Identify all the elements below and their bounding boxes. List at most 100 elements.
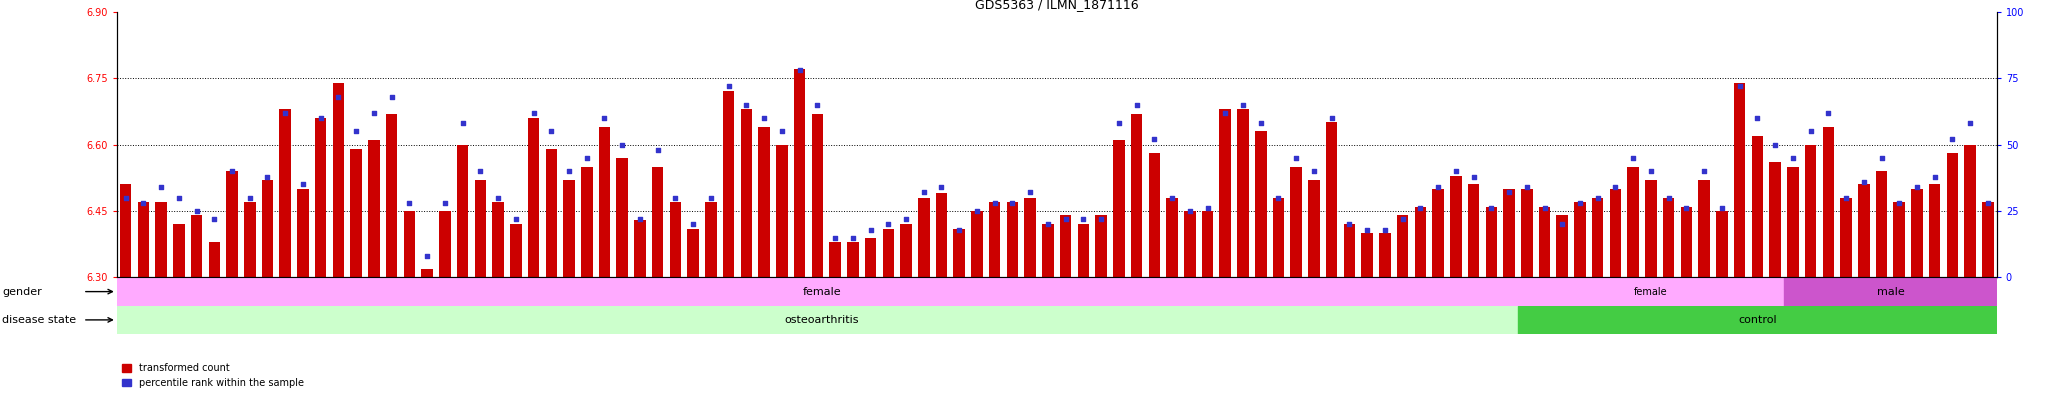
Bar [492, 202, 504, 277]
Bar [1397, 215, 1409, 277]
Bar [1769, 162, 1782, 277]
Bar [1876, 171, 1888, 277]
Point [1280, 155, 1313, 161]
Point [872, 221, 905, 228]
Point [1032, 221, 1065, 228]
Point [1245, 120, 1278, 127]
Point [481, 195, 514, 201]
Point [535, 128, 567, 134]
Point [1829, 195, 1862, 201]
Bar [829, 242, 842, 277]
Bar [563, 180, 575, 277]
Point [1120, 102, 1153, 108]
Bar [864, 238, 877, 277]
Bar [1485, 207, 1497, 277]
Point [995, 200, 1028, 206]
Point [854, 226, 887, 233]
Point [305, 115, 338, 121]
Point [1616, 155, 1649, 161]
Point [1972, 200, 2005, 206]
Point [1581, 195, 1614, 201]
Bar [510, 224, 522, 277]
Point [1599, 184, 1632, 190]
Point [942, 226, 975, 233]
Point [1368, 226, 1401, 233]
Point [1405, 205, 1438, 211]
Bar [901, 224, 911, 277]
Point [1653, 195, 1686, 201]
Bar [1008, 202, 1018, 277]
Point [907, 189, 940, 196]
Bar [936, 193, 948, 277]
Bar [1522, 189, 1532, 277]
Point [1102, 120, 1135, 127]
Bar [297, 189, 309, 277]
Point [1759, 141, 1792, 148]
Bar [1096, 215, 1106, 277]
Point [926, 184, 958, 190]
Legend: transformed count, percentile rank within the sample: transformed count, percentile rank withi… [121, 363, 303, 388]
Point [500, 216, 532, 222]
Bar [385, 114, 397, 277]
Bar [795, 69, 805, 277]
Bar [1716, 211, 1729, 277]
Bar [117, 306, 1518, 334]
Point [1227, 102, 1260, 108]
Bar [1628, 167, 1638, 277]
Bar [279, 109, 291, 277]
Bar [315, 118, 326, 277]
Bar [1024, 198, 1036, 277]
Point [801, 102, 834, 108]
Point [1208, 110, 1241, 116]
Point [1634, 168, 1667, 174]
Bar [1823, 127, 1835, 277]
Point [446, 120, 479, 127]
Bar [117, 277, 1518, 306]
Point [1919, 173, 1952, 180]
Text: male: male [1876, 286, 1905, 297]
Bar [156, 202, 166, 277]
Bar [705, 202, 717, 277]
Point [465, 168, 498, 174]
Point [1528, 205, 1561, 211]
Bar [545, 149, 557, 277]
Text: disease state: disease state [2, 315, 76, 325]
Point [1776, 155, 1808, 161]
Bar [369, 140, 379, 277]
Text: female: female [803, 286, 842, 297]
Bar [422, 268, 432, 277]
Title: GDS5363 / ILMN_1871116: GDS5363 / ILMN_1871116 [975, 0, 1139, 11]
Bar [1556, 215, 1569, 277]
Bar [1610, 189, 1622, 277]
Point [606, 141, 639, 148]
Bar [1362, 233, 1372, 277]
Bar [1681, 207, 1692, 277]
Point [1493, 189, 1526, 196]
Bar [1042, 224, 1053, 277]
Point [1085, 216, 1118, 222]
Bar [475, 180, 485, 277]
Bar [350, 149, 362, 277]
Point [1866, 155, 1898, 161]
Point [1511, 184, 1544, 190]
Point [322, 94, 354, 100]
Point [1386, 216, 1419, 222]
Point [659, 195, 692, 201]
Bar [1645, 180, 1657, 277]
Point [358, 110, 391, 116]
Bar [1948, 154, 1958, 277]
Bar [1432, 189, 1444, 277]
Bar [1894, 202, 1905, 277]
Bar [598, 127, 610, 277]
Bar [172, 224, 184, 277]
Bar [1325, 123, 1337, 277]
Bar [332, 83, 344, 277]
Bar [651, 167, 664, 277]
Point [676, 221, 709, 228]
Bar [1503, 189, 1516, 277]
Point [1298, 168, 1331, 174]
Point [375, 94, 408, 100]
Point [782, 67, 815, 73]
Point [1847, 179, 1880, 185]
Bar [528, 118, 539, 277]
